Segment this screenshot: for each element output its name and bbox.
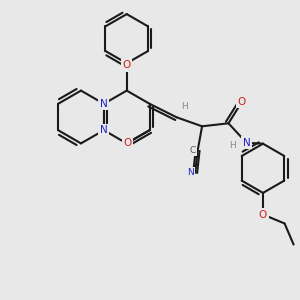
Text: N: N <box>100 99 108 109</box>
Text: O: O <box>123 60 131 70</box>
Text: H: H <box>230 141 236 150</box>
Text: H: H <box>181 102 188 111</box>
Text: O: O <box>123 138 132 148</box>
Text: C: C <box>190 146 196 155</box>
Text: N: N <box>187 168 194 177</box>
Text: O: O <box>259 209 267 220</box>
Text: N: N <box>100 125 108 135</box>
Text: O: O <box>238 97 246 107</box>
Text: N: N <box>243 138 250 148</box>
